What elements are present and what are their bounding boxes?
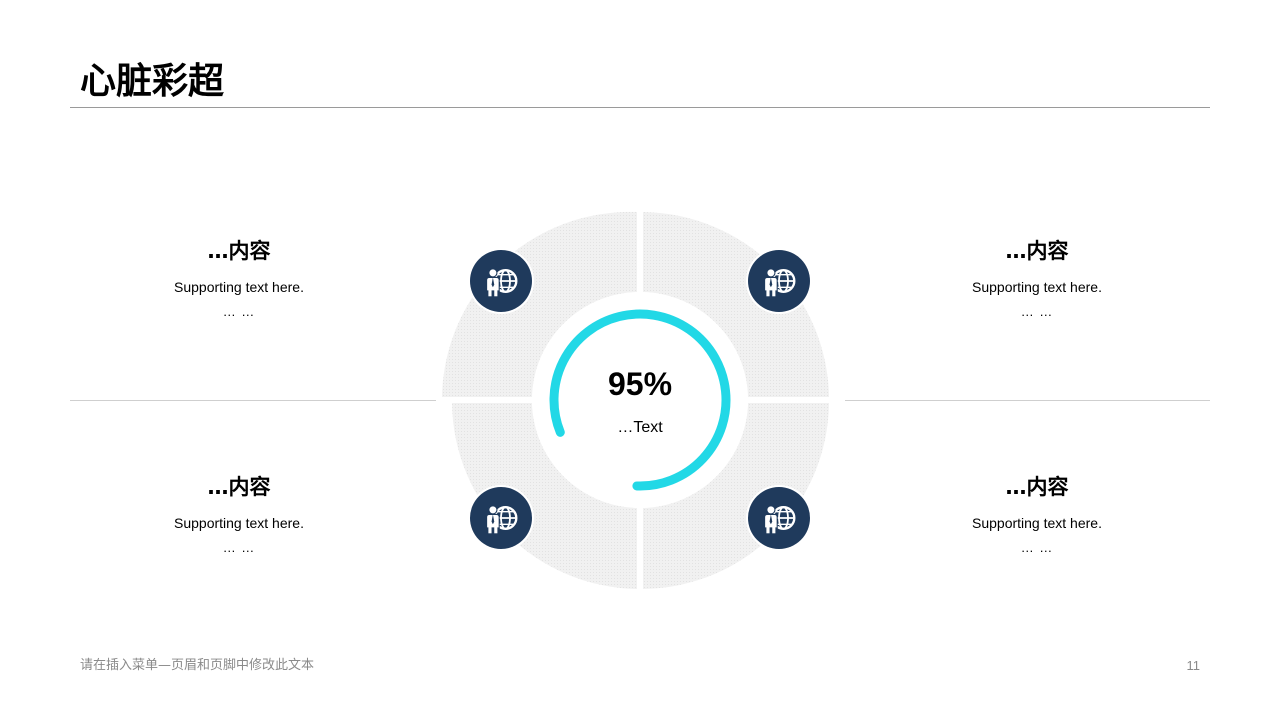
icon-badge-bottom-right [746, 485, 812, 551]
icon-badge-top-right [746, 248, 812, 314]
title-divider [70, 107, 1210, 108]
block-supporting-text: Supporting text here. [972, 279, 1102, 295]
segment-bottom-left [452, 403, 637, 589]
icon-badge-bottom-left [468, 485, 534, 551]
left-divider [70, 400, 436, 401]
progress-label: …Text [617, 419, 663, 436]
block-heading: …内容 [1005, 475, 1069, 499]
content-block-top-left: …内容 Supporting text here. … … [89, 236, 389, 320]
right-divider [845, 400, 1210, 401]
block-supporting-text: Supporting text here. [174, 515, 304, 531]
progress-arc [549, 309, 731, 491]
segment-top-left [442, 211, 637, 397]
outer-ring-segments [442, 211, 829, 589]
block-heading: …内容 [207, 475, 271, 499]
block-ellipsis: … … [222, 304, 256, 319]
segment-top-right [643, 212, 829, 397]
block-heading: …内容 [207, 239, 271, 263]
content-block-bottom-left: …内容 Supporting text here. … … [89, 472, 389, 556]
inner-disc [532, 292, 748, 508]
content-block-bottom-right: …内容 Supporting text here. … … [887, 472, 1187, 556]
ring-diagram [442, 211, 829, 589]
footer-text: 请在插入菜单—页眉和页脚中修改此文本 [80, 658, 315, 673]
icon-badge-top-left [468, 248, 534, 314]
block-ellipsis: … … [222, 540, 256, 555]
progress-value: 95% [607, 366, 673, 402]
block-ellipsis: … … [1020, 540, 1054, 555]
content-block-top-right: …内容 Supporting text here. … … [887, 236, 1187, 320]
block-ellipsis: … … [1020, 304, 1054, 319]
page-number: 11 [1186, 658, 1201, 673]
block-heading: …内容 [1005, 239, 1069, 263]
segment-bottom-right [643, 403, 829, 589]
page-title: 心脏彩超 [80, 61, 225, 102]
block-supporting-text: Supporting text here. [174, 279, 304, 295]
block-supporting-text: Supporting text here. [972, 515, 1102, 531]
